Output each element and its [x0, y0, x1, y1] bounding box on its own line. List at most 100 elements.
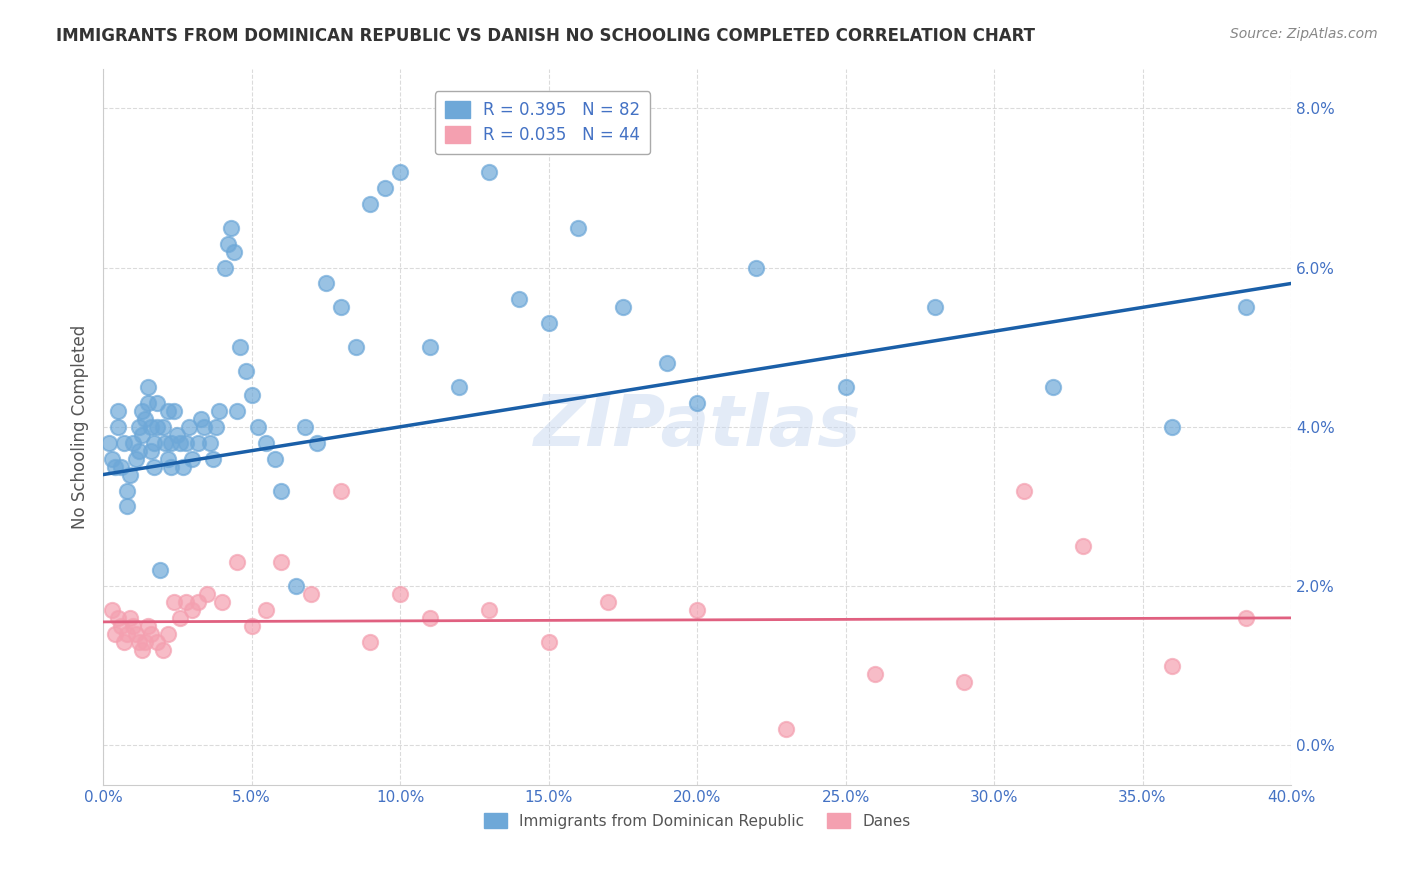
Point — [118, 467, 141, 482]
Point — [125, 451, 148, 466]
Point — [612, 301, 634, 315]
Point — [508, 293, 530, 307]
Y-axis label: No Schooling Completed: No Schooling Completed — [72, 325, 89, 529]
Point — [240, 619, 263, 633]
Point — [115, 500, 138, 514]
Point — [315, 277, 337, 291]
Point — [131, 642, 153, 657]
Point — [174, 595, 197, 609]
Point — [187, 595, 209, 609]
Point — [359, 634, 381, 648]
Point — [1071, 539, 1094, 553]
Point — [478, 165, 501, 179]
Point — [235, 364, 257, 378]
Point — [155, 435, 177, 450]
Point — [775, 723, 797, 737]
Point — [163, 595, 186, 609]
Point — [217, 236, 239, 251]
Point — [198, 435, 221, 450]
Point — [202, 451, 225, 466]
Point — [145, 419, 167, 434]
Point — [148, 563, 170, 577]
Point — [125, 627, 148, 641]
Point — [110, 459, 132, 474]
Point — [256, 603, 278, 617]
Point — [107, 404, 129, 418]
Point — [270, 483, 292, 498]
Point — [1161, 419, 1184, 434]
Point — [142, 435, 165, 450]
Point — [169, 435, 191, 450]
Point — [112, 435, 135, 450]
Point — [136, 396, 159, 410]
Text: Source: ZipAtlas.com: Source: ZipAtlas.com — [1230, 27, 1378, 41]
Point — [246, 419, 269, 434]
Point — [139, 627, 162, 641]
Point — [172, 459, 194, 474]
Point — [131, 404, 153, 418]
Point — [128, 419, 150, 434]
Point — [166, 427, 188, 442]
Point — [478, 603, 501, 617]
Point — [152, 642, 174, 657]
Point — [294, 419, 316, 434]
Point — [193, 419, 215, 434]
Point — [924, 301, 946, 315]
Point — [389, 587, 412, 601]
Point — [157, 451, 180, 466]
Point — [160, 435, 183, 450]
Point — [305, 435, 328, 450]
Point — [285, 579, 308, 593]
Point — [145, 634, 167, 648]
Text: IMMIGRANTS FROM DOMINICAN REPUBLIC VS DANISH NO SCHOOLING COMPLETED CORRELATION : IMMIGRANTS FROM DOMINICAN REPUBLIC VS DA… — [56, 27, 1035, 45]
Point — [240, 388, 263, 402]
Point — [1012, 483, 1035, 498]
Point — [134, 634, 156, 648]
Point — [344, 340, 367, 354]
Point — [118, 611, 141, 625]
Point — [104, 459, 127, 474]
Point — [145, 396, 167, 410]
Point — [329, 483, 352, 498]
Point — [219, 220, 242, 235]
Point — [225, 555, 247, 569]
Point — [329, 301, 352, 315]
Point — [157, 404, 180, 418]
Point — [953, 674, 976, 689]
Point — [115, 627, 138, 641]
Point — [359, 197, 381, 211]
Point — [163, 404, 186, 418]
Point — [107, 419, 129, 434]
Point — [686, 396, 709, 410]
Point — [181, 451, 204, 466]
Point — [101, 451, 124, 466]
Point — [110, 619, 132, 633]
Point — [205, 419, 228, 434]
Point — [865, 666, 887, 681]
Point — [115, 483, 138, 498]
Point — [104, 627, 127, 641]
Point — [419, 611, 441, 625]
Point — [136, 380, 159, 394]
Point — [139, 419, 162, 434]
Legend: Immigrants from Dominican Republic, Danes: Immigrants from Dominican Republic, Dane… — [478, 806, 917, 835]
Point — [449, 380, 471, 394]
Point — [374, 181, 396, 195]
Point — [131, 427, 153, 442]
Point — [174, 435, 197, 450]
Point — [745, 260, 768, 275]
Point — [222, 244, 245, 259]
Point — [179, 419, 201, 434]
Point — [136, 619, 159, 633]
Point — [567, 220, 589, 235]
Point — [270, 555, 292, 569]
Point — [686, 603, 709, 617]
Point — [121, 619, 143, 633]
Point — [1236, 611, 1258, 625]
Point — [211, 595, 233, 609]
Point — [195, 587, 218, 601]
Point — [160, 459, 183, 474]
Point — [1236, 301, 1258, 315]
Point — [139, 443, 162, 458]
Point — [181, 603, 204, 617]
